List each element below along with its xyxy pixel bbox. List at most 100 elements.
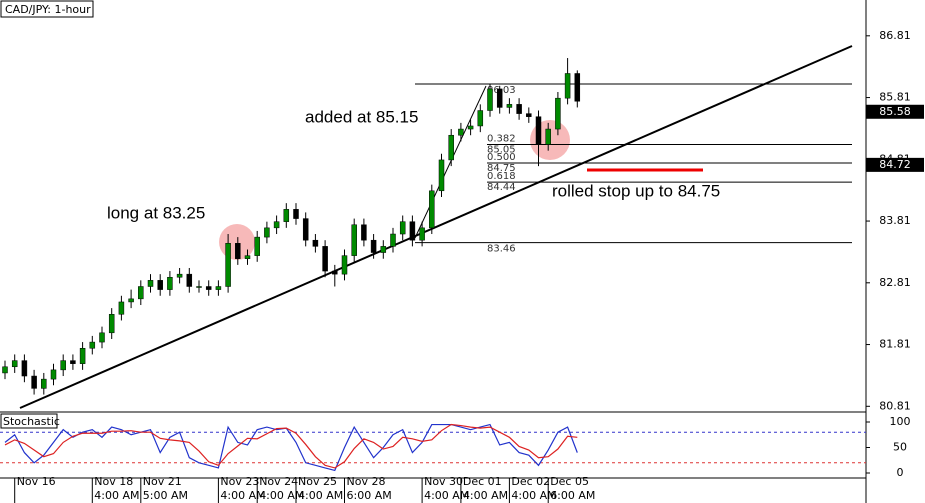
candle-body [215,286,222,290]
x-tick-label: Nov 23 [220,475,259,488]
candle-body [312,239,319,247]
candle-body [370,239,377,253]
annotation: rolled stop up to 84.75 [552,181,720,200]
candle-body [516,104,522,114]
y-tick-label: 86.81 [879,29,911,42]
x-tick-label: Nov 30 [424,475,463,488]
candle-body [99,332,105,343]
candle-body [399,221,406,235]
candle-body [186,273,193,287]
x-tick-label: Dec 05 [550,475,589,488]
y-tick-label: 0 [897,466,904,479]
candle-body [50,369,57,380]
candle-body [458,128,464,136]
x-tick-label: Nov 24 [259,475,298,488]
x-tick-label: 4:00 AM [259,489,304,502]
y-tick-label: 83.81 [879,214,911,227]
price-tag-label: 85.58 [879,105,911,118]
candle-body [108,314,115,334]
candle-body [526,113,532,117]
fib-label: 85.05 [487,144,516,155]
candle-body [332,270,338,275]
candle-body [244,255,251,259]
candle-body [21,360,28,377]
candle-body [128,298,134,303]
stochastic-line [4,423,578,472]
title-box [0,0,94,18]
x-tick-label: 4:00 AM [463,489,508,502]
candle-body [293,209,299,219]
candle-body [147,280,154,287]
candle-body [235,243,241,259]
fib-label: 84.44 [487,182,516,193]
stochastic-line [4,423,578,469]
candle-body [477,110,484,127]
candle-body [254,236,260,256]
candle-body [322,246,328,272]
chart-title: CAD/JPY: 1-hour [5,3,91,16]
candle-body [429,190,435,229]
trendline [19,45,853,409]
x-tick-label: 4:00 AM [220,489,265,502]
candle-body [167,276,173,290]
x-tick-label: 4:00 AM [94,489,139,502]
x-tick-label: Dec 02 [511,475,550,488]
candle-body [2,366,8,374]
indicator-title: Stochastic [3,415,60,428]
x-tick-label: 4:00 AM [511,489,556,502]
y-tick-label: 82.81 [879,276,911,289]
candle-body [380,246,387,253]
x-tick-label: Dec 01 [463,475,502,488]
candle-body [176,273,183,278]
x-tick-label: Nov 28 [347,475,386,488]
candle-body [409,221,416,241]
fib-ratio: 0.618 [487,171,516,182]
candle-body [535,116,542,145]
x-tick-label: Nov 25 [298,475,337,488]
candle-body [361,224,367,241]
x-tick-label: 6:00 AM [550,489,595,502]
y-tick-label: 80.81 [879,399,911,412]
candle-body [438,159,445,192]
candle-body [506,104,513,108]
fib-label: 83.46 [487,244,516,255]
y-tick-label: 85.81 [879,91,911,104]
candle-body [138,286,144,300]
candle-body [564,73,571,99]
fib-anchor [414,85,487,239]
y-tick-label: 50 [893,441,907,454]
candle-body [157,280,163,290]
x-tick-label: 4:00 AM [424,489,469,502]
candle-body [196,286,202,288]
annotation: long at 83.25 [107,203,205,222]
indicator-box [0,413,58,429]
x-tick-label: Nov 21 [143,475,182,488]
fib-ratio: 0.382 [487,133,516,144]
candle-body [390,233,396,247]
candle-body [574,73,581,102]
fib-label: 84.75 [487,163,516,174]
candle-body [555,97,561,130]
candle-body [419,227,425,241]
candle-body [79,348,86,364]
candle-body [351,224,357,256]
x-tick-label: 6:00 AM [347,489,392,502]
price-tag-label: 84.72 [879,158,911,171]
candle-body [496,88,503,108]
y-tick-label: 81.81 [879,338,911,351]
x-tick-label: 5:00 AM [143,489,188,502]
candle-body [89,341,96,349]
x-tick-label: Nov 18 [94,475,133,488]
price-tag [866,104,924,119]
x-tick-label: Nov 16 [17,475,56,488]
candle-body [302,218,309,241]
candle-body [264,227,270,238]
candle-body [545,128,551,145]
candle-body [31,375,37,389]
candle-body [60,360,66,371]
annotation: added at 85.15 [305,107,418,126]
candle-body [205,286,212,290]
candle-body [70,360,76,364]
candle-body [118,301,125,315]
